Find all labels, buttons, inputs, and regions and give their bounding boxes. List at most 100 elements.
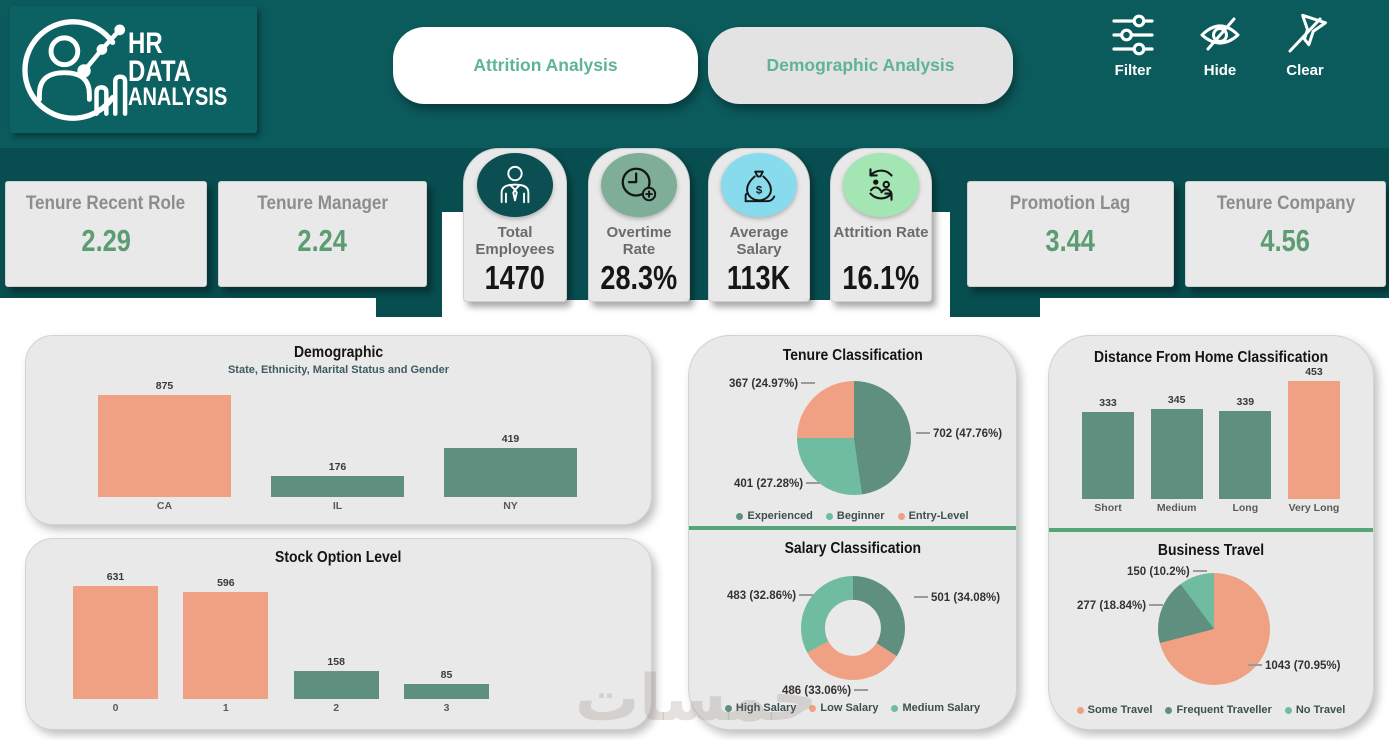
kpi-value: 2.24 <box>297 223 348 258</box>
kpi-label: Total Employees <box>475 224 555 258</box>
bar-category-label: 3 <box>443 702 450 714</box>
bar-value-label: 176 <box>328 461 347 473</box>
logo-line-2: DATA <box>128 55 192 88</box>
tenure-classification-pie[interactable] <box>797 381 911 495</box>
bar-column[interactable]: 345 <box>1150 394 1203 499</box>
legend-dot <box>724 704 732 712</box>
bar-column[interactable]: 85 <box>403 669 489 699</box>
kpi-card-tenure-manager: Tenure Manager 2.24 <box>218 181 427 287</box>
kpi-card-attrition-rate: Attrition Rate 16.1% <box>830 148 932 302</box>
legend-item[interactable]: Experienced <box>736 510 813 522</box>
chart-card-stock-option-level: Stock Option Level 631 596 158 85 0 1 2 3 <box>25 538 652 730</box>
label-connector <box>801 381 816 384</box>
bar[interactable] <box>444 448 577 497</box>
pie-label: 486 (33.06%) <box>782 685 871 697</box>
left-panel-step <box>376 297 442 317</box>
legend-item[interactable]: Entry-Level <box>897 510 969 522</box>
tab-demographic-analysis[interactable]: Demographic Analysis <box>708 27 1013 104</box>
bar[interactable] <box>1287 381 1340 499</box>
kpi-card-tenure-recent-role: Tenure Recent Role 2.29 <box>5 181 207 287</box>
legend-item[interactable]: Beginner <box>825 510 885 522</box>
svg-text:$: $ <box>756 185 763 197</box>
bar-column[interactable]: 631 <box>73 571 158 699</box>
bar-column[interactable]: 333 <box>1082 397 1134 499</box>
stock-option-categories: 0 1 2 3 <box>73 702 489 714</box>
kpi-value: 3.44 <box>1045 223 1096 258</box>
card-gap-strip <box>565 212 588 300</box>
bar[interactable] <box>73 586 158 699</box>
bar-column[interactable]: 158 <box>293 656 379 699</box>
label-connector <box>1192 569 1207 572</box>
legend-item[interactable]: Medium Salary <box>891 702 980 714</box>
legend-dot <box>825 512 833 520</box>
bar-value-label: 345 <box>1167 394 1186 406</box>
label-connector <box>916 431 930 434</box>
bar-column[interactable]: 596 <box>183 577 269 699</box>
card-gap-strip <box>688 212 708 300</box>
filter-sliders-icon <box>1112 14 1154 56</box>
distance-categories: Short Medium Long Very Long <box>1082 502 1340 514</box>
bar-value-label: 158 <box>327 656 345 668</box>
tenure-legend: Experienced Beginner Entry-Level <box>689 510 1016 522</box>
bar-value-label: 333 <box>1099 397 1117 409</box>
legend-dot <box>809 704 817 712</box>
chart-title: Distance From Home Classification <box>1093 349 1329 366</box>
bar[interactable] <box>98 395 231 497</box>
chart-title: Business Travel <box>1157 542 1265 559</box>
tab-attrition-analysis[interactable]: Attrition Analysis <box>393 27 698 104</box>
kpi-label: Tenure Recent Role <box>26 193 186 214</box>
bar-category-label: IL <box>332 500 343 512</box>
kpi-label: Tenure Manager <box>257 193 388 214</box>
right-panel-step <box>950 297 1040 317</box>
bar[interactable] <box>403 684 489 699</box>
clear-label: Clear <box>1286 62 1324 79</box>
bar-column[interactable]: 339 <box>1219 396 1272 499</box>
legend-item[interactable]: Some Travel <box>1076 704 1152 716</box>
bar-column[interactable]: 875 <box>98 380 231 497</box>
bar-column[interactable]: 419 <box>444 433 577 497</box>
legend-item[interactable]: Frequent Traveller <box>1165 704 1272 716</box>
bar[interactable] <box>183 592 269 699</box>
bar-category-label: Medium <box>1156 502 1197 514</box>
card-divider <box>1049 528 1373 532</box>
filter-button[interactable]: Filter <box>1094 10 1172 92</box>
kpi-card-overtime-rate: Overtime Rate 28.3% <box>588 148 690 302</box>
hide-label: Hide <box>1203 62 1237 79</box>
chart-subtitle: State, Ethnicity, Marital Status and Gen… <box>227 364 450 376</box>
bar-value-label: 631 <box>106 571 125 583</box>
kpi-card-total-employees: Total Employees 1470 <box>463 148 567 302</box>
chart-title: Tenure Classification <box>782 347 923 364</box>
legend-item[interactable]: Low Salary <box>809 702 878 714</box>
bar[interactable] <box>1150 409 1203 499</box>
kpi-background-band <box>0 148 1389 212</box>
bar[interactable] <box>293 671 379 699</box>
kpi-value: 113K <box>727 259 791 296</box>
salary-legend: High Salary Low Salary Medium Salary <box>689 702 1016 714</box>
bar-column[interactable]: 453 <box>1287 366 1340 499</box>
kpi-label: Attrition Rate <box>833 224 929 241</box>
app-logo: HR DATA ANALYSIS <box>10 6 257 133</box>
clear-filter-icon <box>1288 13 1327 53</box>
bar[interactable] <box>271 476 404 497</box>
bar-column[interactable]: 176 <box>271 461 404 497</box>
bar-value-label: 875 <box>155 380 174 392</box>
legend-dot <box>891 704 899 712</box>
clear-button[interactable]: Clear <box>1266 10 1344 92</box>
legend-item[interactable]: High Salary <box>724 702 796 714</box>
bar-category-label: Short <box>1094 502 1122 514</box>
pie-label: 401 (27.28%) <box>734 478 823 490</box>
salary-classification-donut[interactable] <box>801 576 905 680</box>
legend-item[interactable]: No Travel <box>1284 704 1345 716</box>
logo-line-3: ANALYSIS <box>128 82 228 111</box>
people-rotate-icon <box>869 168 893 201</box>
kpi-value: 4.56 <box>1260 223 1311 258</box>
hide-button[interactable]: Hide <box>1181 10 1259 92</box>
chart-card-distance-travel: Distance From Home Classification 333 345… <box>1048 335 1374 730</box>
bar[interactable] <box>1082 412 1134 499</box>
kpi-value: 16.1% <box>842 259 920 296</box>
stock-option-bars: 631 596 158 85 <box>73 567 489 699</box>
pie-label: 150 (10.2%) <box>1127 566 1210 578</box>
bar-value-label: 85 <box>440 669 453 681</box>
business-travel-pie[interactable] <box>1158 573 1270 685</box>
bar[interactable] <box>1219 411 1272 499</box>
